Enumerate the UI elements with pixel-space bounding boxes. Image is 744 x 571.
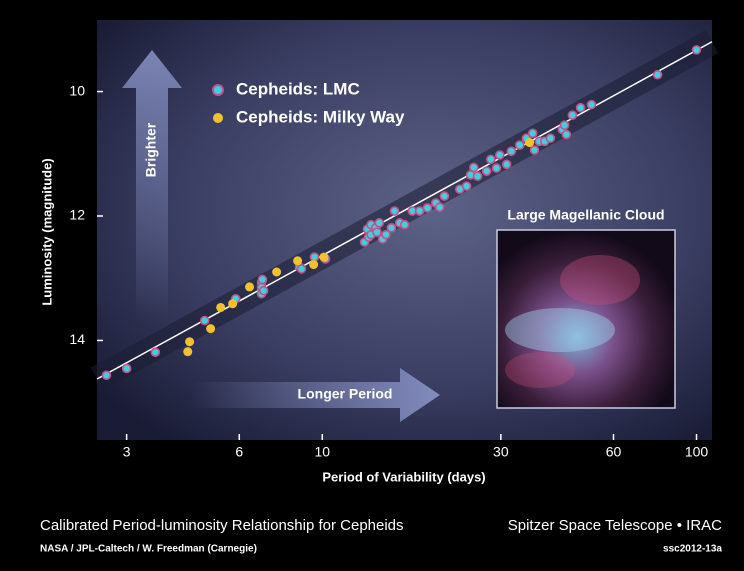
data-point bbox=[586, 99, 597, 110]
data-point bbox=[506, 146, 517, 157]
inset-cloud bbox=[560, 255, 640, 305]
right-arrow-label: Longer Period bbox=[298, 386, 393, 402]
x-tick-label: 6 bbox=[235, 444, 243, 460]
legend-label: Cepheids: LMC bbox=[236, 79, 360, 98]
data-point bbox=[439, 191, 450, 201]
data-point bbox=[101, 370, 112, 381]
data-point bbox=[527, 128, 538, 139]
data-point bbox=[258, 285, 269, 296]
data-point bbox=[389, 206, 400, 216]
data-point bbox=[386, 223, 397, 233]
data-point bbox=[468, 162, 479, 173]
right-arrow bbox=[190, 368, 440, 422]
legend-marker bbox=[212, 84, 224, 96]
data-point bbox=[206, 324, 216, 334]
data-point bbox=[422, 203, 433, 213]
data-point bbox=[481, 166, 492, 176]
x-tick-label: 60 bbox=[606, 444, 622, 460]
data-point bbox=[199, 315, 210, 326]
data-point bbox=[309, 260, 319, 270]
data-point bbox=[514, 140, 525, 150]
up-arrow-label: Brighter bbox=[143, 122, 159, 177]
y-axis-label: Luminosity (magnitude) bbox=[39, 158, 54, 305]
data-point bbox=[319, 252, 329, 262]
data-point bbox=[150, 347, 161, 358]
y-tick-label: 10 bbox=[69, 82, 85, 98]
x-tick-label: 10 bbox=[315, 444, 331, 460]
data-point bbox=[309, 252, 320, 262]
y-tick-label: 12 bbox=[69, 207, 85, 223]
data-point bbox=[472, 171, 483, 181]
fit-line bbox=[96, 41, 713, 380]
footer-mission: Spitzer Space Telescope • IRAC bbox=[508, 517, 722, 534]
legend-label: Cepheids: Milky Way bbox=[236, 107, 405, 126]
footer-title: Calibrated Period-luminosity Relationshi… bbox=[40, 517, 404, 534]
x-tick-label: 100 bbox=[685, 444, 709, 460]
data-point bbox=[293, 256, 303, 266]
data-point bbox=[545, 133, 556, 144]
x-tick-label: 30 bbox=[493, 444, 509, 460]
data-point bbox=[485, 154, 496, 165]
data-point bbox=[691, 45, 702, 55]
data-point bbox=[525, 138, 535, 148]
data-point bbox=[434, 202, 445, 213]
inset bbox=[496, 229, 676, 409]
data-point bbox=[185, 337, 195, 347]
data-point bbox=[228, 299, 238, 309]
x-tick-label: 3 bbox=[123, 444, 131, 460]
data-point bbox=[374, 218, 385, 228]
x-axis-label: Period of Variability (days) bbox=[322, 469, 485, 484]
data-point bbox=[559, 120, 570, 130]
data-point bbox=[381, 229, 391, 240]
footer-id: ssc2012-13a bbox=[663, 544, 722, 555]
data-point bbox=[494, 150, 505, 160]
data-point bbox=[216, 302, 226, 312]
data-point bbox=[372, 227, 382, 237]
data-point bbox=[491, 163, 502, 173]
data-point bbox=[257, 274, 268, 285]
inset-bar bbox=[505, 308, 615, 352]
data-point bbox=[561, 129, 572, 140]
footer-credit: NASA / JPL-Caltech / W. Freedman (Carneg… bbox=[40, 544, 257, 555]
data-point bbox=[567, 110, 578, 120]
inset-image bbox=[496, 229, 676, 409]
data-point bbox=[501, 159, 512, 170]
data-point bbox=[121, 363, 132, 374]
data-point bbox=[245, 282, 255, 292]
inset-title: Large Magellanic Cloud bbox=[507, 207, 664, 223]
data-point bbox=[414, 206, 425, 216]
data-point bbox=[296, 264, 307, 274]
legend-marker bbox=[213, 113, 223, 123]
data-point bbox=[461, 181, 472, 191]
data-point bbox=[399, 219, 410, 230]
up-arrow bbox=[122, 50, 182, 320]
data-point bbox=[183, 347, 193, 357]
data-point bbox=[272, 267, 282, 277]
data-point bbox=[529, 145, 540, 155]
data-point bbox=[652, 69, 663, 80]
inset-cloud bbox=[505, 352, 575, 388]
y-tick-label: 14 bbox=[69, 331, 85, 347]
data-point bbox=[575, 102, 586, 113]
